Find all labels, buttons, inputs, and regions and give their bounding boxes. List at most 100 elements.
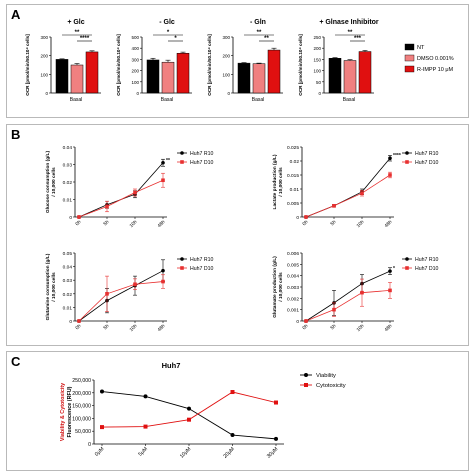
x-tick-label: 0h xyxy=(74,323,82,331)
data-point xyxy=(77,319,81,323)
y-tick-label: 0.02 xyxy=(63,292,73,298)
y-tick-label: 0.001 xyxy=(287,308,299,314)
significance-label: **** xyxy=(80,36,90,42)
y-tick-label: 0 xyxy=(296,215,299,221)
data-point xyxy=(332,307,336,312)
y-tick-label: 200,000 xyxy=(72,391,91,397)
bar-dmso xyxy=(252,63,266,94)
data-point xyxy=(77,215,81,219)
x-axis-label: Basal xyxy=(70,97,83,103)
y-axis-label-colored: Viability & Cytotoxicity xyxy=(60,383,66,441)
legend-marker xyxy=(180,160,184,164)
y-tick-label: 0 xyxy=(136,91,139,96)
panel-c: C Huh7 0 50,000 100,000 150,000 200,000 250,00… xyxy=(6,351,469,471)
y-axis-label: Fluorescence (RFU) xyxy=(67,386,73,437)
significance-label: **** xyxy=(393,153,401,159)
panel-b: B 0 0.01 0.02 0.03 0.04 0h 5h 10h 48h Glucose con… xyxy=(6,124,469,346)
panel-a-letter: A xyxy=(11,7,21,22)
legend-marker xyxy=(180,257,184,261)
legend-label: NT xyxy=(417,45,425,51)
data-point xyxy=(133,282,137,287)
data-point xyxy=(230,390,235,395)
y-axis-label-unit: / 10,000 cells xyxy=(51,167,57,197)
y-axis-label-unit: / 10,000 cells xyxy=(51,272,57,302)
significance-label: ** xyxy=(348,30,353,36)
legend-marker xyxy=(180,266,184,270)
data-point xyxy=(230,433,235,438)
data-point xyxy=(161,268,165,273)
y-tick-label: 0.04 xyxy=(63,265,73,271)
data-point xyxy=(187,417,191,422)
data-point xyxy=(161,279,165,284)
x-tick-label: 0h xyxy=(301,219,309,227)
bar-chart-1: + Glc 0 100 200 300 OCR [pmol/min/50.10⁴ cell… xyxy=(25,19,101,103)
series-line-1 xyxy=(78,270,164,322)
x-tick-label: 5h xyxy=(329,323,337,331)
y-tick-label: 100 xyxy=(222,72,230,77)
y-tick-label: 0 xyxy=(318,91,321,96)
y-tick-label: 0 xyxy=(69,215,72,221)
y-tick-label: 100,000 xyxy=(72,416,91,422)
bar-r-impp xyxy=(358,51,372,94)
chart-title: Huh7 xyxy=(162,361,181,370)
y-tick-label: 0.006 xyxy=(287,251,299,257)
y-tick-label: 250 xyxy=(313,35,321,40)
data-point xyxy=(133,190,137,195)
y-tick-label: 0.025 xyxy=(287,145,299,151)
bar-chart-2: - Glc 0 100 200 300 400 500 OCR [pmol/min/50.10… xyxy=(116,19,192,103)
legend-label: Huh7 D10 xyxy=(415,160,438,166)
x-axis-label: Basal xyxy=(252,97,265,103)
series-line-2 xyxy=(78,281,164,322)
y-tick-label: 0.003 xyxy=(287,285,299,291)
significance-label: *** xyxy=(354,36,362,42)
bar-nt xyxy=(146,59,160,94)
y-axis-label: Lactate production (g/L) xyxy=(272,154,278,209)
x-tick-label: 10h xyxy=(129,323,139,333)
y-tick-label: 0.005 xyxy=(287,201,299,207)
x-tick-label: 0μM xyxy=(94,446,105,457)
legend-label: Huh7 D10 xyxy=(190,160,213,166)
line-chart-2: 0 0.005 0.01 0.015 0.02 0.025 0h 5h 10h 48h Lactat… xyxy=(272,145,438,229)
y-tick-label: 200 xyxy=(222,54,230,59)
series-line-2 xyxy=(305,290,391,322)
legend-marker xyxy=(405,160,409,164)
data-point xyxy=(360,290,364,295)
y-tick-label: 300 xyxy=(222,35,230,40)
data-point xyxy=(304,319,308,323)
legend-label: Viability xyxy=(316,373,336,379)
y-tick-label: 0 xyxy=(88,442,91,448)
y-tick-label: 150 xyxy=(313,57,321,62)
data-point xyxy=(388,269,392,273)
significance-label: ** xyxy=(166,158,170,164)
y-tick-label: 0.03 xyxy=(63,163,73,169)
x-tick-label: 10h xyxy=(129,219,139,229)
y-tick-label: 300 xyxy=(131,57,139,62)
x-tick-label: 0h xyxy=(301,323,309,331)
data-point xyxy=(105,204,109,209)
chart-title: - Glc xyxy=(159,19,175,26)
legend-label: Huh7 R10 xyxy=(190,151,213,157)
data-point xyxy=(143,424,148,429)
significance-label: ** xyxy=(75,30,80,36)
y-axis-label: Glucose consumption (g/L) xyxy=(45,151,51,213)
chart-title: + Glnase Inhibitor xyxy=(319,19,379,26)
y-tick-label: 0 xyxy=(296,319,299,325)
y-tick-label: 0.004 xyxy=(287,274,299,280)
legend-marker xyxy=(405,151,409,155)
legend-swatch xyxy=(404,54,415,62)
data-point xyxy=(388,156,392,160)
data-point xyxy=(388,173,392,177)
y-axis-label: OCR [pmol/min/50.10⁴ cells] xyxy=(207,34,212,96)
x-tick-label: 5μM xyxy=(137,446,148,457)
x-tick-label: 5h xyxy=(329,219,337,227)
significance-label: ** xyxy=(257,30,262,36)
data-point xyxy=(332,204,336,208)
legend-marker xyxy=(304,373,308,377)
legend-label: Cytotoxicity xyxy=(316,383,346,389)
y-tick-label: 200 xyxy=(40,54,48,59)
x-tick-label: 20μM xyxy=(222,446,236,460)
data-point xyxy=(360,191,364,195)
y-axis-label-unit: / 10,000 cells xyxy=(278,272,284,302)
legend-label: Huh7 R10 xyxy=(190,257,213,263)
x-tick-label: 30μM xyxy=(266,446,280,460)
